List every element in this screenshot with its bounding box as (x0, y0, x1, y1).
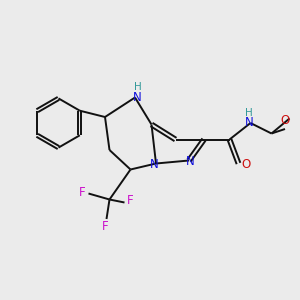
Text: N: N (244, 116, 253, 130)
Text: N: N (186, 155, 195, 169)
Text: F: F (79, 185, 86, 199)
Text: O: O (280, 113, 290, 127)
Text: H: H (134, 82, 141, 92)
Text: F: F (127, 194, 134, 208)
Text: N: N (133, 91, 142, 104)
Text: F: F (102, 220, 108, 233)
Text: O: O (242, 158, 250, 172)
Text: H: H (245, 107, 253, 118)
Text: N: N (150, 158, 159, 172)
